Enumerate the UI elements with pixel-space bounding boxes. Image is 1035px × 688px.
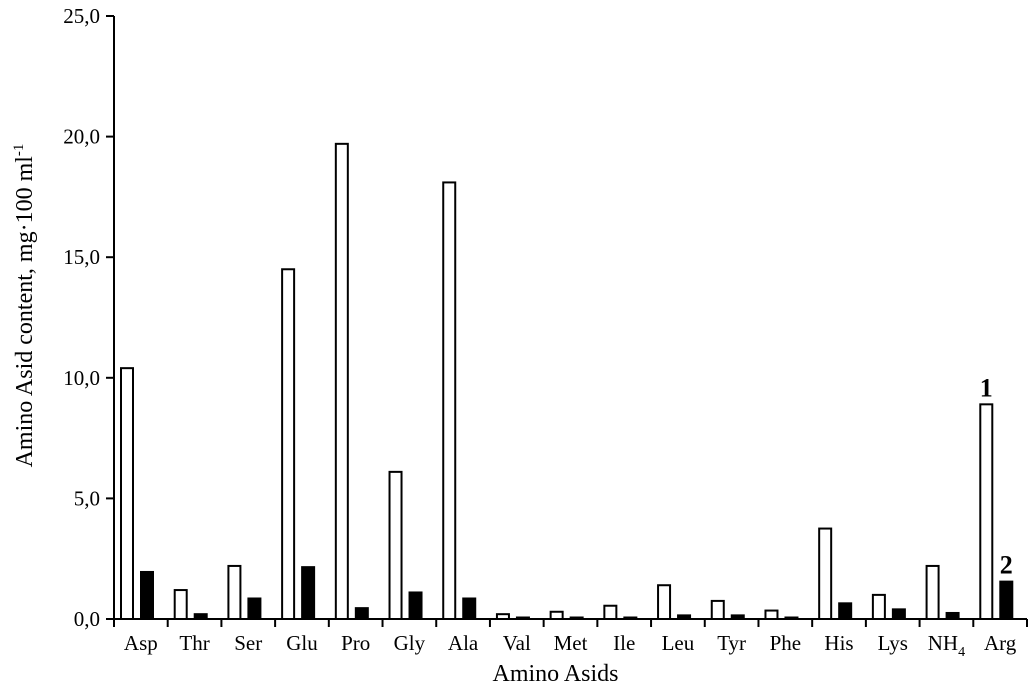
bar-series2-Leu	[677, 614, 692, 621]
bar-series2-Ile	[623, 616, 638, 620]
y-tick-label: 10,0	[63, 366, 100, 390]
axes	[106, 15, 1028, 627]
x-tick-label: Gly	[394, 631, 426, 655]
bar-series2-Pro	[354, 607, 369, 620]
x-tick-label: His	[824, 631, 853, 655]
x-tick-label: Ser	[234, 631, 262, 655]
bar-series2-Lys	[891, 608, 906, 620]
y-tick-label: 0,0	[74, 607, 100, 631]
x-tick-label: Thr	[179, 631, 209, 655]
bar-series2-Asp	[140, 570, 154, 621]
x-tick-label: Leu	[662, 631, 695, 655]
y-axis-title: Amino Asid content, mg·100 ml-1	[11, 144, 38, 468]
bar-series2-His	[838, 602, 853, 621]
bar-series1-Pro	[334, 142, 349, 620]
bar-series2-Met	[569, 616, 584, 620]
bar-series1-Met	[549, 610, 564, 620]
y-tick-label: 15,0	[63, 245, 100, 269]
bar-series1-Ala	[442, 181, 457, 620]
bar-series2-Val	[515, 616, 530, 620]
x-tick-label: Val	[503, 631, 531, 655]
bar-series2-Phe	[784, 616, 799, 620]
labels: 0,0 5,0 10,0 15,0 20,0 25,0 Asp Thr Ser Glu Pro Gly…	[11, 4, 1017, 687]
bars	[120, 142, 1014, 621]
bar-series1-Tyr	[710, 599, 725, 620]
bar-series1-Ile	[603, 604, 618, 621]
x-tick-label: Ile	[613, 631, 635, 655]
bar-series1-Lys	[871, 593, 886, 621]
bar-series2-Glu	[301, 566, 316, 621]
bar-series2-Arg	[999, 580, 1014, 621]
bar-series2-Ala	[462, 597, 477, 620]
bar-series2-Thr	[193, 613, 208, 621]
x-tick-label: Met	[554, 631, 588, 655]
x-tick-label: Tyr	[717, 631, 746, 655]
bar-series1-Glu	[281, 268, 296, 620]
y-tick-label: 5,0	[74, 486, 100, 510]
x-tick-label: Lys	[878, 631, 908, 655]
bar-series1-Phe	[764, 609, 779, 620]
bar-series2-Tyr	[730, 614, 745, 621]
bar-series1-NH4	[925, 564, 940, 620]
x-tick-label: Glu	[286, 631, 318, 655]
x-tick-label: Asp	[124, 631, 158, 655]
x-tick-label: Pro	[341, 631, 370, 655]
x-tick-label: Ala	[448, 631, 479, 655]
bar-series1-Asp	[120, 367, 134, 621]
x-tick-label: Arg	[984, 631, 1017, 655]
bar-series2-Ser	[247, 597, 262, 620]
bar-series1-Thr	[173, 589, 188, 621]
bar-series1-Val	[495, 613, 510, 621]
bar-series1-His	[818, 527, 833, 620]
bar-series2-Gly	[408, 591, 423, 621]
x-tick-label: Phe	[770, 631, 802, 655]
series-label-2: 2	[1000, 551, 1013, 580]
bar-series2-NH4	[945, 611, 960, 620]
bar-series1-Arg	[979, 403, 994, 620]
bar-series1-Leu	[657, 584, 672, 620]
bar-series1-Gly	[388, 470, 403, 621]
x-tick-label: NH4	[928, 631, 965, 660]
bar-series1-Ser	[227, 564, 242, 620]
x-axis-title: Amino Asids	[492, 661, 618, 687]
series-label-1: 1	[980, 373, 993, 402]
y-tick-label: 20,0	[63, 125, 100, 149]
y-tick-label: 25,0	[63, 4, 100, 28]
